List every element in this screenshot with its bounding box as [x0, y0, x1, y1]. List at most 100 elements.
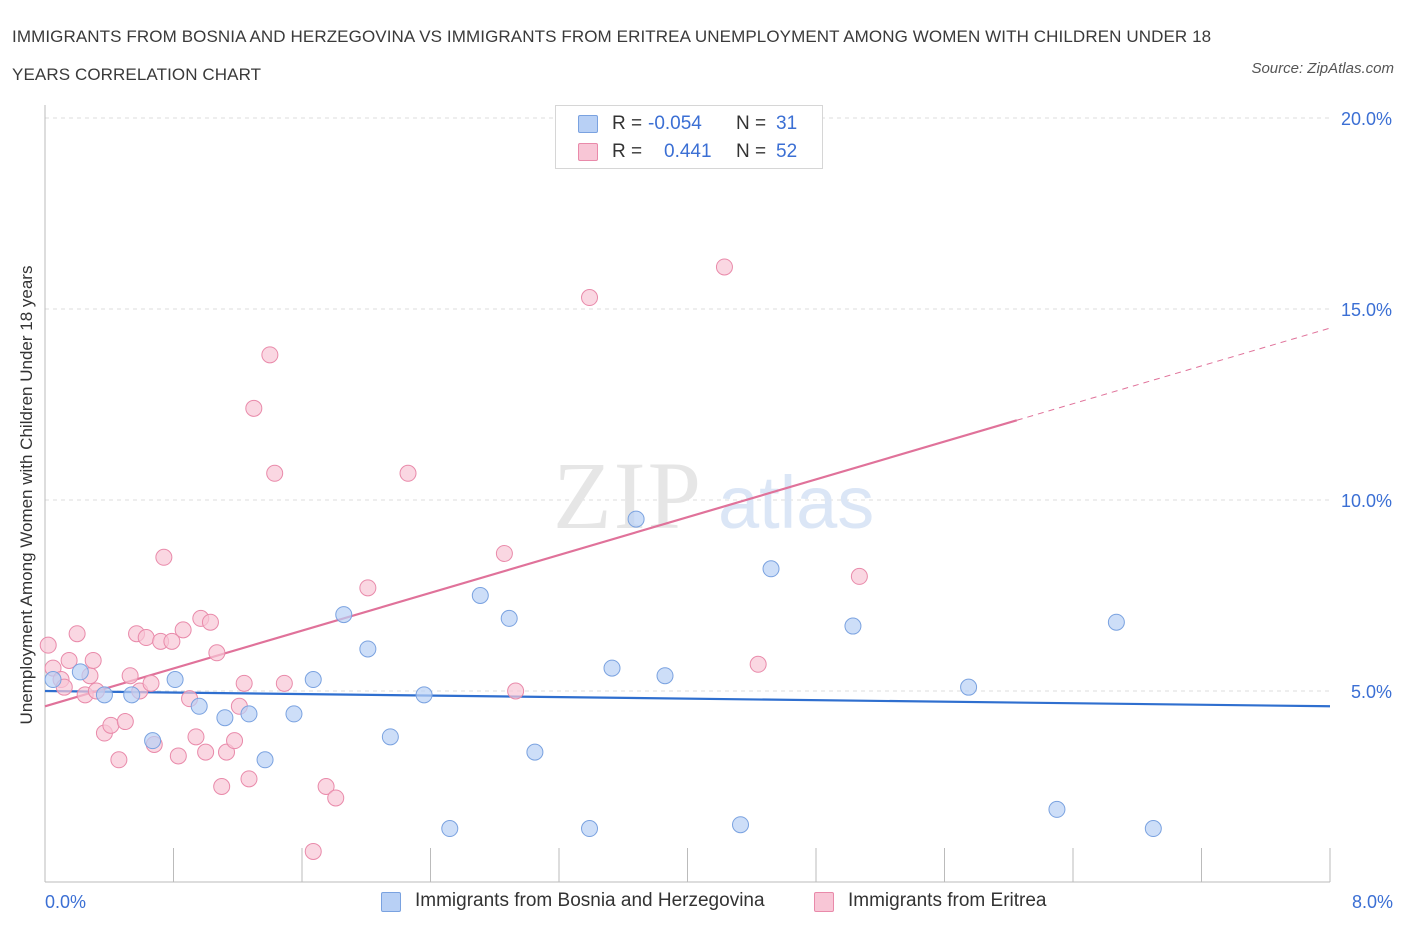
eritrea-point [169, 747, 187, 765]
bosnia-point [335, 606, 353, 624]
eritrea-point [197, 743, 215, 761]
bosnia-trend-line [44, 689, 1331, 708]
x-tick-label: 0.0% [45, 892, 86, 912]
bosnia-point [95, 686, 113, 704]
eritrea-point [581, 289, 599, 307]
bosnia-point [960, 678, 978, 696]
eritrea-point [715, 258, 733, 276]
eritrea-point [240, 770, 258, 788]
bosnia-swatch [578, 115, 598, 133]
eritrea-point [850, 567, 868, 585]
n-label: N = [736, 113, 772, 134]
eritrea-point [187, 728, 205, 746]
bosnia-point [304, 671, 322, 689]
bosnia-point [471, 587, 489, 604]
y-tick-label: 5.0% [1351, 682, 1392, 702]
eritrea-point [84, 651, 102, 669]
eritrea-point [304, 842, 322, 860]
eritrea-point [208, 644, 226, 662]
eritrea-point [121, 667, 139, 685]
x-tick-label: 8.0% [1352, 892, 1393, 912]
bosnia-point [123, 686, 141, 704]
watermark-zip: ZIP [553, 442, 703, 549]
eritrea-trend-extension [1016, 327, 1331, 421]
eritrea-point [137, 629, 155, 647]
eritrea-point [201, 613, 219, 631]
bosnia-point [1048, 800, 1066, 818]
bosnia-point [144, 732, 162, 750]
r-label: R = [612, 113, 648, 134]
eritrea-point [68, 625, 86, 643]
bosnia-point [500, 609, 518, 627]
bosnia-point [166, 671, 184, 689]
n-label: N = [736, 141, 772, 162]
bosnia-point [526, 743, 544, 761]
bosnia-point [285, 705, 303, 723]
eritrea-point [266, 464, 284, 482]
eritrea-point [327, 789, 345, 807]
bosnia-point [762, 560, 780, 578]
legend-label-eritrea: Immigrants from Eritrea [848, 890, 1047, 911]
eritrea-point [275, 674, 293, 692]
eritrea-point [235, 674, 253, 692]
eritrea-point [213, 778, 231, 795]
eritrea-point [507, 682, 525, 700]
y-tick-label: 20.0% [1341, 109, 1392, 129]
axes [44, 105, 1331, 883]
bosnia-point [1144, 820, 1162, 838]
y-tick-label: 15.0% [1341, 300, 1392, 320]
stats-legend: R = -0.054 N = 31 R = 0.441 N = 52 [555, 105, 823, 169]
eritrea-point [39, 636, 57, 654]
bosnia-point [256, 751, 274, 769]
eritrea-point [163, 632, 181, 650]
grid-lines [45, 117, 1330, 692]
eritrea-point [102, 716, 120, 734]
bosnia-point [381, 728, 399, 746]
eritrea-point [155, 548, 173, 566]
r-value: 0.441 [664, 141, 712, 162]
r-value: -0.054 [648, 113, 702, 134]
bosnia-point [216, 709, 234, 727]
watermark-atlas: atlas [718, 461, 874, 544]
bosnia-point [844, 617, 862, 635]
bosnia-point [190, 697, 208, 715]
bosnia-point [44, 671, 62, 689]
n-value: 31 [776, 113, 798, 134]
trend-lines [44, 327, 1331, 708]
bosnia-point [732, 816, 750, 834]
eritrea-point [399, 464, 417, 482]
eritrea-point [110, 751, 128, 769]
bosnia-point [415, 686, 433, 704]
tick-labels: 5.0% 10.0% 15.0% 20.0% 0.0% 8.0% [45, 109, 1393, 912]
y-tick-label: 10.0% [1341, 491, 1392, 511]
eritrea-swatch [578, 143, 598, 161]
bosnia-point [359, 640, 377, 658]
bosnia-point [627, 510, 645, 528]
n-value: 52 [776, 141, 798, 162]
bosnia-point [581, 820, 599, 838]
bosnia-point [441, 820, 459, 838]
eritrea-point [317, 778, 335, 795]
eritrea-points [39, 258, 868, 860]
bosnia-point [1107, 613, 1125, 631]
eritrea-point [261, 346, 279, 364]
r-label: R = [612, 141, 648, 162]
eritrea-point [116, 713, 134, 731]
bosnia-point [240, 705, 258, 723]
source-label: Source: ZipAtlas.com [1251, 60, 1394, 77]
bosnia-points [44, 510, 1162, 838]
eritrea-point [245, 399, 263, 417]
chart-title: IMMIGRANTS FROM BOSNIA AND HERZEGOVINA V… [12, 27, 1212, 84]
eritrea-point [359, 579, 377, 597]
legend-label-bosnia: Immigrants from Bosnia and Herzegovina [415, 890, 765, 911]
eritrea-point [174, 621, 192, 639]
eritrea-point [226, 732, 244, 750]
eritrea-point [142, 674, 160, 692]
bosnia-point [71, 663, 89, 681]
eritrea-point [749, 655, 767, 673]
eritrea-legend-swatch [814, 892, 834, 912]
bosnia-legend-swatch [381, 892, 401, 912]
eritrea-point [495, 544, 513, 562]
bosnia-point [603, 659, 621, 677]
